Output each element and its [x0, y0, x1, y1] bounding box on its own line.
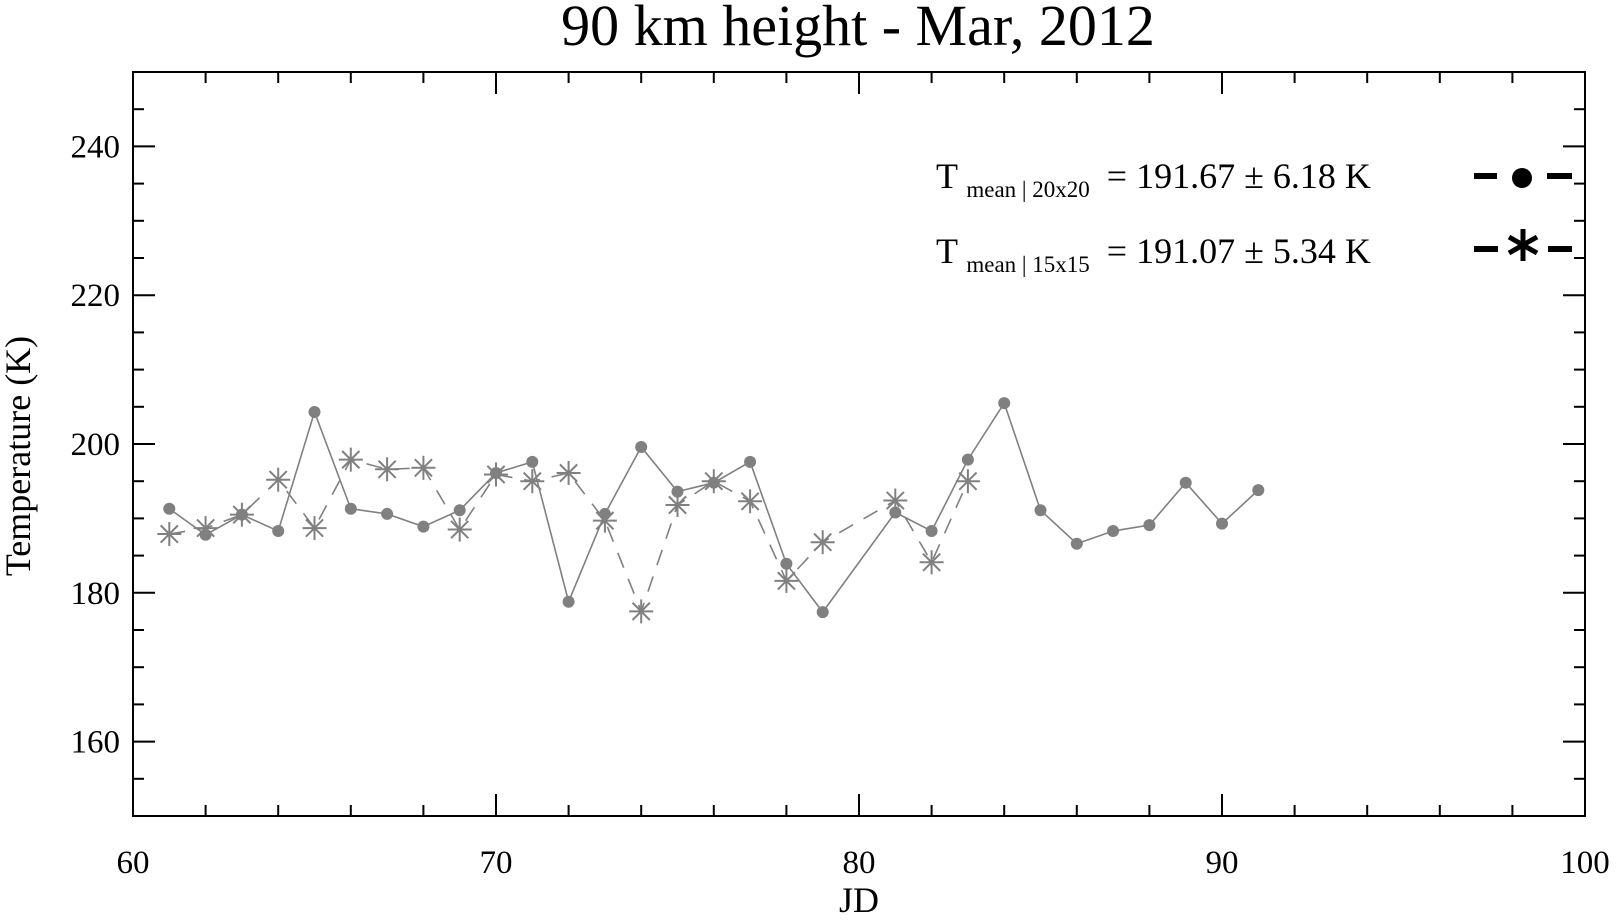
- legend-2-asterisk-marker: [1507, 229, 1539, 261]
- data-point-asterisk: [520, 469, 545, 494]
- legend-entry-1-symbol: [1474, 168, 1572, 188]
- data-point-dot: [344, 502, 357, 515]
- legend-entry-2-value: = 191.07 ± 5.34 K: [1107, 231, 1371, 271]
- data-point-dot: [1216, 517, 1228, 530]
- data-point-asterisk: [447, 517, 472, 542]
- legend-entry-1-value: = 191.67 ± 6.18 K: [1107, 156, 1371, 196]
- data-point-asterisk: [484, 462, 508, 487]
- y-tick-label: 240: [71, 129, 121, 165]
- legend-entry-2-subscript: mean | 15x15: [966, 252, 1089, 277]
- data-point-dot: [526, 455, 539, 468]
- data-point-dot: [453, 504, 466, 517]
- series-2-line: [169, 458, 969, 614]
- data-point-dot: [1179, 476, 1192, 489]
- data-point-dot: [1070, 537, 1083, 550]
- data-point-asterisk: [883, 488, 908, 513]
- x-tick-label: 60: [117, 845, 150, 881]
- data-point-dot: [961, 453, 974, 466]
- axis-tick-labels: 60 70 80 90 100 160 180 200 220 240: [71, 129, 1610, 881]
- data-point-asterisk: [229, 502, 254, 527]
- y-tick-label: 160: [71, 725, 121, 761]
- x-tick-label: 80: [843, 845, 876, 881]
- data-point-dot: [816, 606, 829, 619]
- legend-entry-1-subscript: mean | 20x20: [966, 177, 1089, 202]
- data-point-asterisk: [701, 469, 726, 494]
- y-tick-label: 200: [71, 427, 121, 463]
- data-point-dot: [744, 455, 757, 468]
- data-point-dot: [308, 406, 321, 419]
- data-point-asterisk: [919, 550, 944, 575]
- series-1-line: [168, 401, 1259, 614]
- data-point-dot: [1252, 484, 1265, 497]
- data-point-dot: [417, 520, 430, 533]
- series-1: [163, 397, 1265, 619]
- data-point-dot: [1107, 525, 1120, 538]
- y-tick-label: 180: [71, 576, 121, 612]
- series-2: [157, 447, 980, 624]
- data-point-asterisk: [738, 489, 763, 514]
- legend-entry-2-prefix: T: [936, 231, 958, 271]
- legend-entry-1-label: T mean | 20x20 = 191.67 ± 6.18 K: [936, 156, 1371, 205]
- data-point-asterisk: [629, 599, 654, 624]
- legend-entry-1-prefix: T: [936, 156, 958, 196]
- data-point-asterisk: [411, 455, 436, 480]
- data-point-asterisk: [955, 469, 980, 494]
- axis-ticks: [132, 71, 1586, 817]
- x-tick-label: 100: [1560, 845, 1610, 881]
- chart-title: 90 km height - Mar, 2012: [561, 0, 1155, 58]
- data-point-dot: [1143, 519, 1156, 532]
- data-point-asterisk: [157, 522, 182, 547]
- data-point-asterisk: [302, 516, 327, 541]
- data-point-dot: [1034, 504, 1047, 517]
- data-point-asterisk: [556, 461, 581, 486]
- data-point-dot: [635, 440, 648, 453]
- data-point-asterisk: [193, 516, 218, 541]
- data-point-asterisk: [592, 508, 617, 533]
- data-point-dot: [163, 502, 176, 515]
- legend-entry-2-label: T mean | 15x15 = 191.07 ± 5.34 K: [936, 231, 1371, 280]
- x-tick-label: 70: [480, 845, 513, 881]
- data-point-asterisk: [810, 530, 835, 555]
- y-axis-title: Temperature (K): [0, 336, 38, 576]
- data-point-asterisk: [375, 457, 400, 482]
- legend-entry-2-symbol: [1474, 229, 1572, 261]
- data-point-dot: [925, 525, 938, 538]
- data-point-dot: [780, 557, 793, 570]
- data-point-dot: [998, 397, 1011, 410]
- x-axis-title: JD: [839, 880, 879, 920]
- data-point-asterisk: [338, 447, 363, 472]
- data-point-dot: [562, 595, 575, 608]
- data-point-asterisk: [266, 467, 291, 492]
- series-layer: [157, 397, 1265, 624]
- data-point-asterisk: [665, 493, 690, 518]
- y-tick-label: 220: [71, 278, 121, 314]
- data-point-dot: [381, 507, 394, 520]
- data-point-dot: [272, 525, 285, 538]
- data-point-asterisk: [774, 568, 799, 593]
- x-tick-label: 90: [1206, 845, 1239, 881]
- legend-1-dot-marker: [1512, 168, 1532, 188]
- legend: T mean | 20x20 = 191.67 ± 6.18 K T mean …: [936, 156, 1572, 280]
- data-point-dot: [671, 485, 684, 498]
